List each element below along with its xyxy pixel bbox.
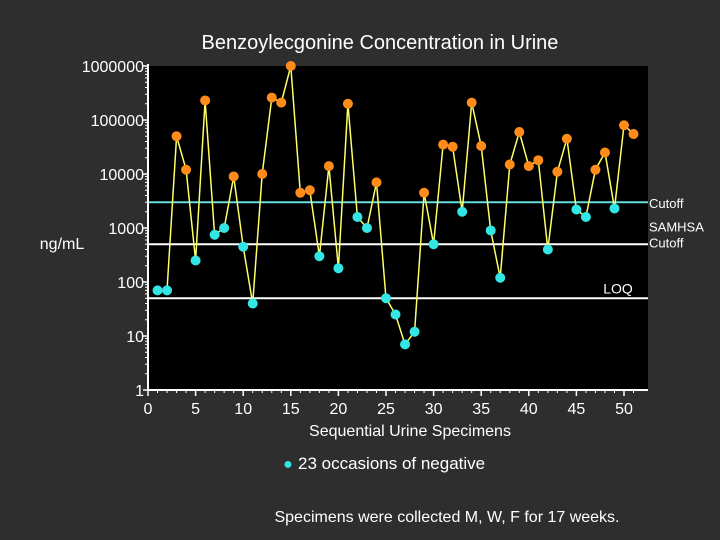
- positive-point: [323, 161, 334, 172]
- x-tick-label: 30: [425, 401, 443, 418]
- positive-point: [619, 120, 629, 131]
- y-tick-label: 1000000: [82, 59, 144, 76]
- y-tick-label: 1000: [108, 221, 144, 238]
- reference-lines: Cutoff SAMHSA Cutoff LOQ: [148, 196, 704, 300]
- negative-point: [428, 239, 439, 250]
- x-tick-label: 20: [330, 401, 348, 418]
- positive-point: [371, 177, 382, 188]
- positive-point: [599, 147, 610, 158]
- negative-note: 23 occasions of negative: [298, 454, 485, 473]
- x-tick-label: 5: [191, 401, 200, 418]
- negative-point: [609, 203, 620, 214]
- negative-point: [162, 285, 173, 296]
- positive-point: [181, 164, 192, 175]
- y-tick-label: 10000: [100, 167, 145, 184]
- positive-point: [266, 92, 277, 103]
- plot-area: [148, 66, 648, 390]
- positive-point: [590, 164, 601, 175]
- positive-point: [561, 133, 572, 144]
- negative-point: [314, 251, 325, 262]
- negative-point: [400, 339, 411, 350]
- x-axis-label: Sequential Urine Specimens: [309, 423, 511, 440]
- negative-point: [381, 293, 391, 304]
- positive-point: [447, 141, 458, 152]
- x-tick-label: 35: [472, 401, 490, 418]
- negative-point: [361, 223, 372, 233]
- negative-point: [209, 229, 220, 240]
- chart-title: Benzoylecgonine Concentration in Urine: [202, 32, 559, 54]
- negative-point: [152, 285, 163, 296]
- positive-point: [171, 131, 182, 142]
- positive-point: [257, 169, 268, 179]
- positive-point: [523, 161, 534, 172]
- negative-point: [495, 272, 506, 283]
- data-series: [152, 61, 639, 350]
- positive-point: [304, 185, 315, 196]
- negative-point: [333, 263, 344, 274]
- positive-point: [552, 166, 563, 177]
- y-axis-label: ng/mL: [40, 236, 85, 253]
- negative-point: [409, 326, 420, 337]
- positive-point: [466, 97, 477, 108]
- negative-point: [485, 225, 496, 236]
- y-tick-label: 100: [117, 275, 144, 292]
- negative-point: [352, 211, 363, 222]
- positive-point: [276, 97, 287, 108]
- x-tick-label: 40: [520, 401, 538, 418]
- x-tick-label: 50: [615, 401, 633, 418]
- positive-point: [295, 187, 306, 198]
- positive-point: [200, 95, 211, 106]
- positive-point: [628, 129, 639, 140]
- positive-point: [533, 155, 544, 166]
- positive-point: [438, 139, 449, 150]
- x-tick-label: 45: [568, 401, 586, 418]
- negative-point: [390, 309, 401, 320]
- positive-point: [476, 141, 487, 152]
- reference-label: SAMHSA Cutoff: [649, 219, 704, 250]
- negative-point: [580, 211, 591, 222]
- axes: 1 10 100 1000 10000 100000 1000000 0 5 10 15 20 25 30…: [82, 59, 648, 418]
- negative-point: [571, 204, 582, 215]
- x-tick-label: 0: [144, 401, 153, 418]
- positive-point: [228, 171, 239, 182]
- positive-point: [285, 61, 296, 71]
- x-tick-label: 25: [377, 401, 395, 418]
- reference-label: Cutoff: [649, 196, 684, 211]
- reference-label: LOQ: [603, 280, 633, 296]
- negative-point: [457, 206, 468, 217]
- negative-point: [219, 223, 230, 233]
- y-tick-label: 1: [135, 383, 144, 400]
- negative-point: [190, 255, 201, 266]
- positive-point: [504, 159, 515, 170]
- negative-point: [238, 241, 249, 252]
- negative-point: [542, 244, 553, 255]
- x-tick-label: 10: [234, 401, 252, 418]
- positive-point: [419, 187, 430, 198]
- legend-marker: ●: [283, 456, 293, 473]
- x-tick-label: 15: [282, 401, 300, 418]
- footnote: Specimens were collected M, W, F for 17 …: [274, 509, 619, 526]
- y-tick-label: 100000: [91, 113, 144, 130]
- y-tick-label: 10: [126, 329, 144, 346]
- negative-point: [247, 298, 258, 309]
- positive-point: [514, 126, 525, 137]
- positive-point: [342, 98, 353, 109]
